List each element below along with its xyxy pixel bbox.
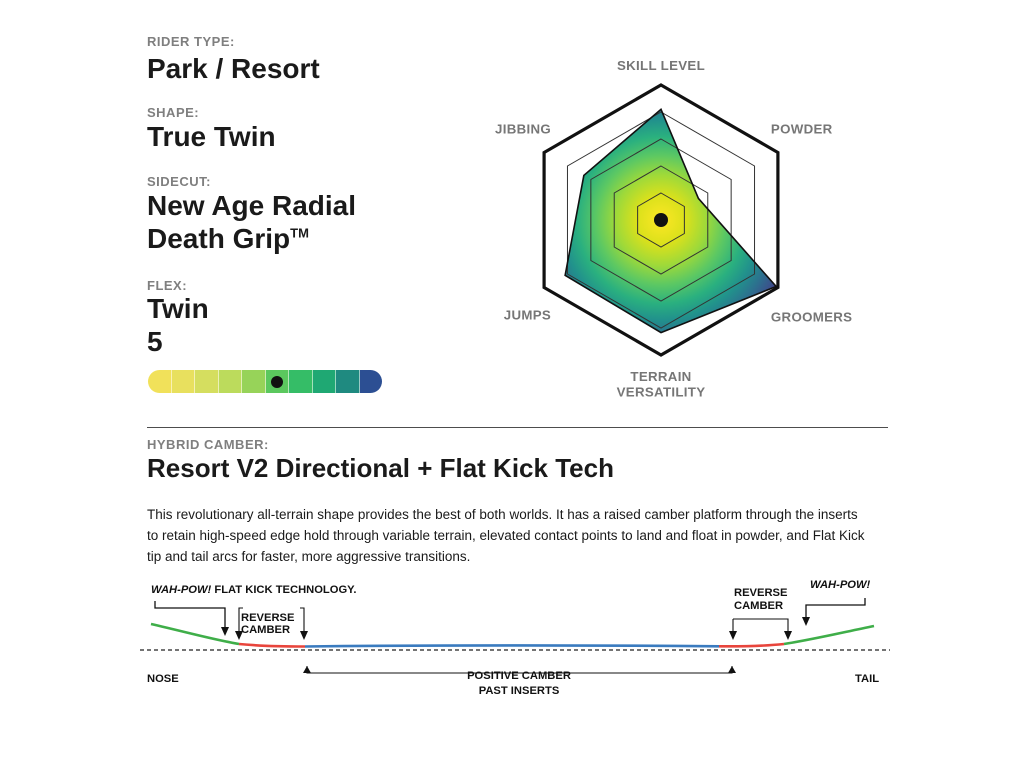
svg-text:REVERSE: REVERSE	[734, 587, 788, 599]
svg-text:CAMBER: CAMBER	[734, 600, 783, 612]
svg-text:CAMBER: CAMBER	[241, 624, 290, 636]
svg-text:PAST INSERTS: PAST INSERTS	[479, 685, 560, 697]
svg-text:POSITIVE CAMBER: POSITIVE CAMBER	[467, 670, 571, 682]
svg-text:REVERSE: REVERSE	[241, 612, 295, 624]
svg-text:WAH-POW!: WAH-POW!	[810, 579, 871, 591]
svg-text:WAH-POW! FLAT KICK TECHNOLOGY.: WAH-POW! FLAT KICK TECHNOLOGY.	[151, 584, 357, 596]
svg-text:TAIL: TAIL	[855, 673, 879, 685]
svg-text:NOSE: NOSE	[147, 673, 179, 685]
